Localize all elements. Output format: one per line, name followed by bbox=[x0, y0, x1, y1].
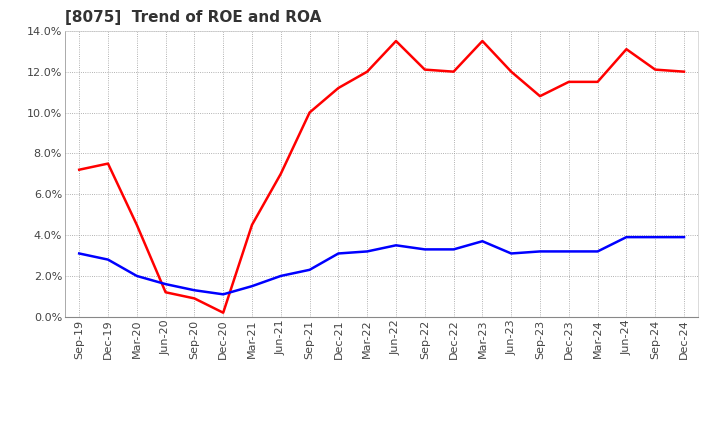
ROA bbox=[593, 249, 602, 254]
ROA bbox=[449, 247, 458, 252]
ROA bbox=[564, 249, 573, 254]
ROE bbox=[161, 290, 170, 295]
ROA bbox=[478, 238, 487, 244]
ROA bbox=[392, 242, 400, 248]
ROE bbox=[132, 222, 141, 227]
ROA bbox=[132, 273, 141, 279]
ROE bbox=[680, 69, 688, 74]
ROE bbox=[478, 38, 487, 44]
ROE bbox=[248, 222, 256, 227]
ROA bbox=[420, 247, 429, 252]
ROA bbox=[305, 267, 314, 272]
ROE bbox=[622, 47, 631, 52]
ROE bbox=[651, 67, 660, 72]
ROA bbox=[363, 249, 372, 254]
ROE bbox=[449, 69, 458, 74]
ROE bbox=[564, 79, 573, 84]
ROE bbox=[190, 296, 199, 301]
ROE bbox=[420, 67, 429, 72]
ROA bbox=[190, 288, 199, 293]
ROE bbox=[219, 310, 228, 315]
ROE bbox=[363, 69, 372, 74]
ROE bbox=[334, 85, 343, 91]
ROA bbox=[680, 235, 688, 240]
ROA bbox=[334, 251, 343, 256]
ROE bbox=[536, 94, 544, 99]
ROA bbox=[651, 235, 660, 240]
ROA bbox=[104, 257, 112, 262]
ROE bbox=[75, 167, 84, 172]
ROA bbox=[536, 249, 544, 254]
ROE bbox=[507, 69, 516, 74]
ROE bbox=[305, 110, 314, 115]
Text: [8075]  Trend of ROE and ROA: [8075] Trend of ROE and ROA bbox=[65, 11, 321, 26]
ROA bbox=[219, 292, 228, 297]
ROA bbox=[75, 251, 84, 256]
ROA bbox=[622, 235, 631, 240]
Line: ROA: ROA bbox=[79, 237, 684, 294]
ROE bbox=[593, 79, 602, 84]
ROA bbox=[161, 282, 170, 287]
ROE bbox=[392, 38, 400, 44]
ROA bbox=[248, 283, 256, 289]
Line: ROE: ROE bbox=[79, 41, 684, 313]
ROE bbox=[104, 161, 112, 166]
ROA bbox=[276, 273, 285, 279]
ROA bbox=[507, 251, 516, 256]
ROE bbox=[276, 171, 285, 176]
Legend: ROE, ROA: ROE, ROA bbox=[300, 436, 464, 440]
